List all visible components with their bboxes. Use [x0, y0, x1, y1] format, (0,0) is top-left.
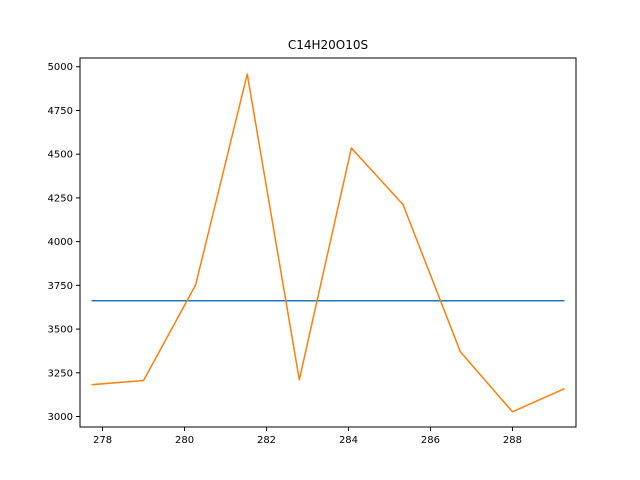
y-tick-label: 4750 [48, 106, 73, 117]
y-tick-label: 3250 [48, 368, 73, 379]
x-tick-label: 288 [503, 435, 522, 446]
y-tick-label: 5000 [48, 62, 73, 73]
series-line-2 [91, 73, 565, 413]
y-tick-label: 4500 [48, 150, 73, 161]
plot-frame [79, 57, 577, 428]
x-tick-label: 286 [421, 435, 440, 446]
x-tick-label: 282 [257, 435, 276, 446]
y-tick-label: 3750 [48, 281, 73, 292]
y-tick-label: 4000 [48, 237, 73, 248]
y-tick-label: 3500 [48, 325, 73, 336]
x-tick-label: 280 [175, 435, 194, 446]
x-axis: 278 280 282 284 286 288 [93, 427, 522, 446]
y-tick-label: 3000 [48, 412, 73, 423]
chart-title: C14H20O10S [288, 38, 368, 52]
x-tick-label: 278 [93, 435, 112, 446]
y-axis: 3000 3250 3500 3750 4000 4250 4500 4750 5000 [48, 62, 80, 423]
y-tick-label: 4250 [48, 193, 73, 204]
series-layer [91, 73, 565, 413]
x-tick-label: 284 [339, 435, 358, 446]
